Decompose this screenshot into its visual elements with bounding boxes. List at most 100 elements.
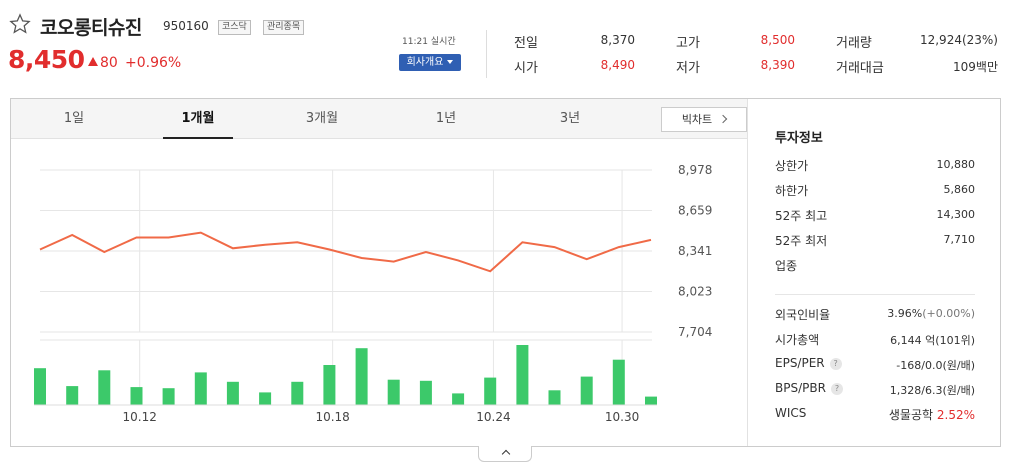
volume-bar [419, 380, 432, 405]
upper-limit-label: 상한가 [775, 159, 809, 173]
week52-low-label: 52주 최저 [775, 234, 828, 248]
x-tick-label: 10.30 [605, 410, 639, 424]
wics-value: 생물공학 2.52% [889, 406, 975, 423]
volume-bar [98, 370, 111, 405]
trade-value-value: 109백만 [953, 60, 998, 74]
volume-label: 거래량 [836, 36, 872, 51]
star-icon[interactable] [9, 13, 31, 35]
volume-bar [194, 372, 207, 405]
chart-panel: 1일 1개월 3개월 1년 3년 빅차트 10.12 10.18 10.24 10.3… [10, 98, 1001, 447]
bps-pbr-label: BPS/PBR? [775, 381, 843, 395]
current-price: 8,450 [8, 45, 85, 74]
stock-code: 950160 [163, 19, 209, 33]
company-overview-button[interactable]: 회사개요 [399, 54, 461, 71]
chevron-down-icon [447, 60, 454, 64]
help-icon[interactable]: ? [829, 358, 842, 370]
company-overview-label: 회사개요 [406, 57, 444, 68]
wics-change: 2.52% [936, 408, 975, 422]
prev-close-label: 전일 [514, 36, 538, 51]
help-icon[interactable]: ? [830, 383, 843, 395]
divider [486, 30, 487, 78]
volume-bar [355, 348, 368, 405]
open-label: 시가 [514, 61, 538, 76]
volume-bar [548, 390, 561, 405]
trade-value-label: 거래대금 [836, 61, 884, 76]
week52-low-value: 7,710 [943, 233, 976, 246]
volume-bar [259, 392, 272, 405]
y-tick-label: 8,659 [678, 204, 712, 218]
volume-bar [34, 368, 46, 405]
eps-per-value: -168/0.0(원/배) [896, 357, 975, 373]
week52-high-label: 52주 최고 [775, 209, 828, 223]
chevron-up-icon [501, 449, 511, 459]
realtime-label: 11:21 실시간 [402, 37, 456, 47]
collapse-button[interactable] [478, 446, 532, 462]
change-percent: +0.96% [125, 55, 182, 71]
tab-3month[interactable]: 3개월 [305, 111, 339, 126]
lower-limit-label: 하한가 [775, 184, 809, 198]
y-tick-label: 7,704 [678, 325, 712, 339]
market-cap-number: 6,144 [890, 334, 922, 347]
x-tick-label: 10.24 [476, 410, 510, 424]
up-arrow-icon [88, 57, 98, 66]
y-tick-label: 8,341 [678, 244, 712, 258]
volume-value: 12,924(23%) [919, 33, 998, 47]
stock-header: 코오롱티슈진 950160 코스닥 관리종목 8,450 80 +0.96% 1… [0, 0, 1022, 90]
bps-pbr-number: 1,328/6.3 [889, 384, 943, 397]
bps-pbr-text: BPS/PBR [775, 381, 826, 395]
prev-close-value: 8,370 [600, 33, 635, 47]
volume-bar [516, 345, 529, 405]
y-tick-label: 8,978 [678, 163, 712, 177]
high-value: 8,500 [760, 33, 795, 47]
bps-pbr-unit: (원/배) [942, 384, 975, 397]
market-badge: 코스닥 [218, 20, 251, 35]
volume-bar [130, 387, 143, 405]
tab-3year[interactable]: 3년 [559, 111, 581, 126]
volume-bar [452, 393, 465, 405]
volume-bar [645, 396, 657, 405]
price-chart: 10.12 10.18 10.24 10.30 8,978 8,659 8,341 8,023… [34, 163, 712, 424]
tab-1day[interactable]: 1일 [63, 111, 85, 126]
sector-label: 업종 [775, 259, 798, 273]
big-chart-button[interactable]: 빅차트 [661, 107, 747, 132]
volume-bar [580, 376, 593, 405]
volume-bar [66, 386, 79, 405]
volume-bar [291, 381, 304, 405]
volume-bar [323, 365, 336, 405]
divider [747, 99, 748, 446]
market-cap-label: 시가총액 [775, 333, 820, 347]
period-tabs: 1일 1개월 3개월 1년 3년 빅차트 [11, 99, 747, 139]
x-tick-label: 10.18 [315, 410, 349, 424]
tab-1month[interactable]: 1개월 [163, 99, 233, 139]
market-cap-value: 6,144 억(101위) [890, 332, 975, 348]
week52-high-value: 14,300 [936, 208, 976, 221]
foreign-ratio-value: 3.96%(+0.00%) [887, 307, 975, 320]
change-value: 80 [100, 55, 118, 71]
foreign-ratio-change: (+0.00%) [922, 307, 975, 320]
status-badge: 관리종목 [263, 20, 305, 35]
big-chart-label: 빅차트 [681, 113, 713, 126]
eps-per-number: -168/0.0 [896, 359, 943, 372]
lower-limit-value: 5,860 [943, 183, 976, 196]
low-label: 저가 [676, 61, 700, 76]
y-tick-label: 8,023 [678, 285, 712, 299]
foreign-ratio-number: 3.96% [887, 307, 923, 320]
eps-per-label: EPS/PER? [775, 356, 842, 370]
market-cap-rank: 억(101위) [925, 334, 975, 347]
stock-name: 코오롱티슈진 [40, 17, 142, 39]
investment-info: 투자정보 상한가 10,880 하한가 5,860 52주 최고 14,300 … [748, 99, 1000, 446]
volume-bar [612, 359, 625, 405]
upper-limit-value: 10,880 [936, 158, 976, 171]
wics-label: WICS [775, 406, 807, 420]
tab-1year[interactable]: 1년 [435, 111, 457, 126]
volume-bar [226, 381, 239, 405]
chevron-right-icon [718, 114, 728, 124]
divider [775, 294, 975, 295]
wics-sector[interactable]: 생물공학 [888, 408, 934, 422]
volume-bar [162, 388, 175, 405]
eps-per-unit: (원/배) [942, 359, 975, 372]
high-label: 고가 [676, 36, 700, 51]
volume-bar [484, 377, 497, 405]
low-value: 8,390 [760, 58, 795, 72]
open-value: 8,490 [600, 58, 635, 72]
